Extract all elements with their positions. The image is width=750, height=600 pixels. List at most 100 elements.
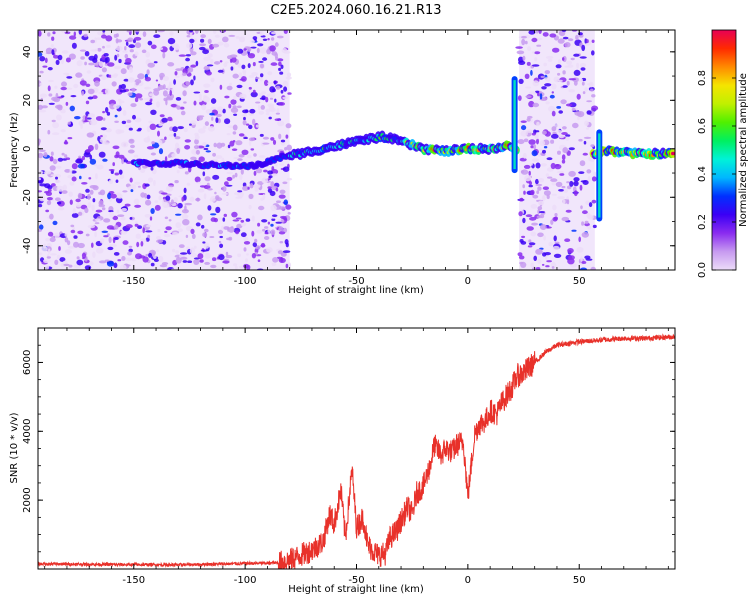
noise-blob bbox=[173, 132, 177, 137]
noise-blob bbox=[144, 193, 148, 199]
noise-blob bbox=[529, 163, 533, 166]
noise-blob bbox=[185, 57, 191, 62]
noise-blob bbox=[48, 93, 53, 97]
noise-blob bbox=[186, 35, 191, 38]
noise-blob bbox=[122, 190, 128, 193]
spectrogram-x-label: Height of straight line (km) bbox=[288, 285, 424, 296]
noise-blob bbox=[134, 181, 141, 185]
noise-blob bbox=[69, 105, 76, 112]
noise-blob bbox=[216, 113, 222, 118]
noise-blob bbox=[226, 176, 233, 182]
noise-blob bbox=[55, 165, 62, 169]
noise-blob bbox=[137, 225, 143, 230]
noise-blob bbox=[177, 126, 184, 130]
noise-blob bbox=[94, 48, 99, 52]
noise-blob bbox=[69, 199, 73, 205]
noise-blob bbox=[544, 77, 549, 81]
noise-blob bbox=[207, 188, 213, 191]
noise-blob bbox=[202, 171, 206, 177]
noise-blob bbox=[275, 221, 283, 224]
vertical-feature-core bbox=[513, 80, 516, 170]
noise-blob bbox=[243, 71, 246, 77]
noise-blob bbox=[232, 131, 237, 135]
noise-blob bbox=[555, 64, 562, 69]
noise-blob bbox=[176, 105, 181, 110]
noise-blob bbox=[261, 91, 267, 95]
noise-blob bbox=[94, 143, 99, 150]
noise-blob bbox=[125, 57, 132, 64]
noise-blob bbox=[110, 193, 117, 199]
noise-blob bbox=[158, 148, 164, 155]
noise-blob bbox=[204, 90, 209, 93]
noise-blob bbox=[541, 153, 546, 156]
noise-blob bbox=[278, 206, 286, 210]
noise-blob bbox=[102, 50, 106, 54]
noise-blob bbox=[569, 180, 574, 187]
noise-blob bbox=[246, 253, 249, 256]
snr-x-label: Height of straight line (km) bbox=[288, 584, 424, 595]
noise-blob bbox=[258, 205, 265, 211]
noise-blob bbox=[537, 259, 542, 264]
noise-blob bbox=[57, 157, 64, 162]
noise-blob bbox=[117, 193, 123, 199]
noise-blob bbox=[247, 154, 252, 159]
noise-blob bbox=[108, 236, 112, 243]
noise-blob bbox=[114, 120, 119, 124]
noise-blob bbox=[150, 166, 154, 171]
noise-blob bbox=[162, 52, 166, 59]
noise-blob bbox=[525, 95, 532, 98]
noise-blob bbox=[198, 98, 203, 103]
noise-blob bbox=[279, 241, 284, 244]
noise-blob bbox=[193, 75, 196, 81]
noise-blob bbox=[567, 258, 575, 265]
noise-blob bbox=[265, 96, 269, 103]
noise-blob bbox=[542, 186, 550, 190]
noise-blob bbox=[587, 176, 591, 182]
noise-blob bbox=[73, 241, 79, 248]
noise-blob bbox=[52, 132, 60, 136]
noise-blob bbox=[586, 127, 589, 130]
noise-blob bbox=[165, 226, 172, 231]
noise-blob bbox=[185, 81, 190, 86]
noise-blob bbox=[270, 204, 277, 211]
noise-blob bbox=[231, 148, 238, 151]
noise-blob bbox=[239, 78, 245, 81]
noise-blob bbox=[545, 101, 550, 105]
noise-blob bbox=[117, 259, 122, 262]
noise-blob bbox=[237, 48, 244, 54]
x-tick-label: -150 bbox=[122, 276, 145, 287]
noise-blob bbox=[254, 186, 259, 192]
noise-blob bbox=[168, 185, 175, 188]
noise-blob bbox=[38, 190, 43, 193]
noise-blob bbox=[262, 38, 268, 41]
noise-blob bbox=[562, 199, 566, 204]
noise-blob bbox=[212, 174, 220, 180]
noise-blob bbox=[271, 262, 277, 267]
noise-blob bbox=[210, 58, 214, 65]
noise-blob bbox=[532, 158, 540, 162]
noise-blob bbox=[106, 233, 110, 236]
noise-blob bbox=[166, 96, 171, 99]
noise-blob bbox=[572, 122, 579, 129]
noise-blob bbox=[530, 231, 537, 237]
noise-blob bbox=[545, 265, 550, 268]
noise-blob bbox=[526, 226, 534, 231]
noise-blob bbox=[566, 181, 570, 184]
noise-blob bbox=[189, 32, 193, 38]
noise-blob bbox=[248, 86, 252, 90]
noise-blob bbox=[108, 169, 115, 171]
noise-blob bbox=[570, 57, 575, 61]
noise-blob bbox=[135, 81, 139, 86]
noise-blob bbox=[212, 257, 217, 262]
noise-blob bbox=[238, 154, 245, 158]
noise-blob bbox=[581, 81, 585, 86]
noise-blob bbox=[90, 119, 98, 126]
noise-blob bbox=[285, 76, 292, 80]
noise-blob bbox=[113, 103, 120, 109]
noise-blob bbox=[526, 61, 531, 66]
noise-blob bbox=[552, 245, 560, 250]
noise-blob bbox=[158, 123, 163, 127]
noise-blob bbox=[175, 250, 180, 254]
noise-blob bbox=[181, 196, 185, 202]
noise-blob bbox=[174, 71, 178, 76]
